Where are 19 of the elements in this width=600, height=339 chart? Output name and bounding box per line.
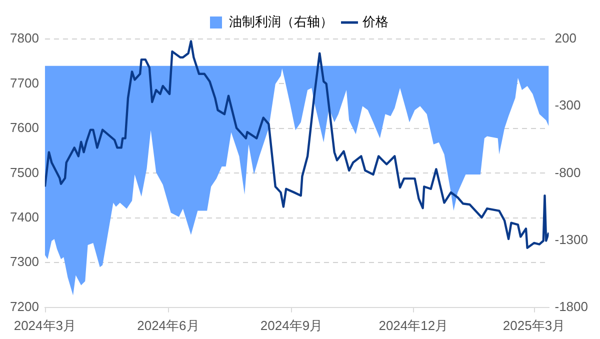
y-tick-label: 7800 [10,30,39,46]
y2-tick-label: -800 [554,164,581,180]
x-tick-label: 2024年3月 [14,318,76,333]
x-tick-label: 2024年6月 [137,318,200,333]
x-tick-label: 2025年3月 [502,318,566,333]
y-tick-label: 7700 [10,75,39,90]
x-tick-label: 2024年9月 [260,318,323,333]
legend-label: 价格 [362,14,388,30]
y-tick-label: 7500 [10,164,39,180]
x-tick-label: 2024年12月 [378,318,448,333]
y-tick-label: 7600 [10,120,39,136]
legend-label: 油制利润（右轴） [229,14,333,30]
y-tick-label: 7300 [10,254,39,270]
y2-tick-label: -1300 [554,232,588,247]
y2-tick-label: -300 [554,98,581,113]
y2-tick-label: 200 [554,30,576,46]
y-tick-label: 7200 [10,298,39,314]
y2-tick-label: -1800 [554,298,588,314]
y-tick-label: 7400 [10,210,39,225]
